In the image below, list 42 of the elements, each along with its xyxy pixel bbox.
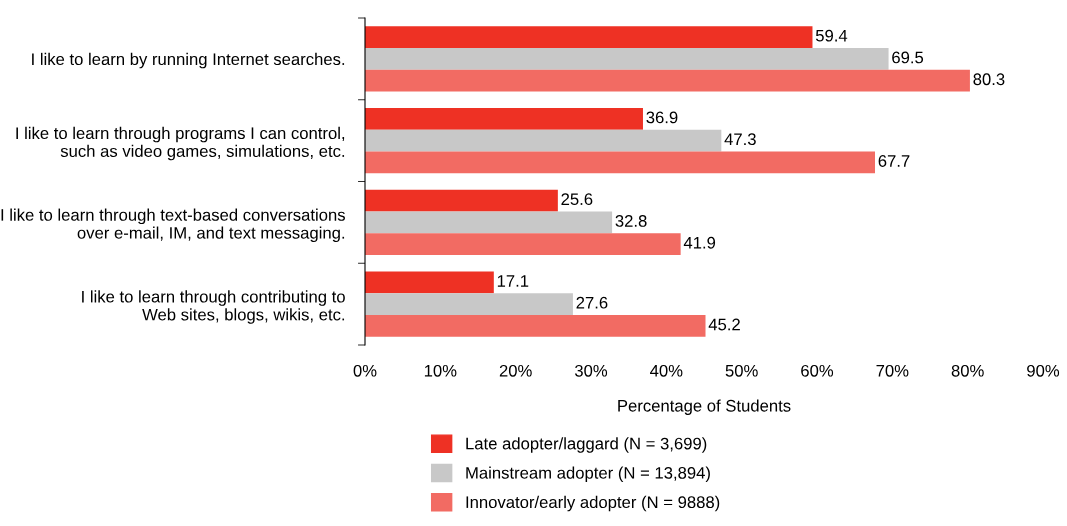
y-tick-label: I like to learn through contributing to Web sites, blogs, wikis, etc.: [82, 290, 345, 324]
x-tick-label: 70%: [876, 364, 909, 377]
data-label: 41.9: [683, 236, 716, 249]
bar: [365, 211, 613, 234]
data-label: 80.3: [973, 73, 1005, 86]
bar: [365, 26, 813, 48]
data-label: 47.3: [724, 133, 756, 146]
data-label: 69.5: [892, 51, 924, 64]
x-tick-label: 0%: [353, 364, 377, 377]
y-tick-label: I like to learn through text-based conversations over e-mail, IM, and text messaging.: [1, 208, 345, 243]
bar: [365, 129, 722, 152]
x-tick-label: 60%: [801, 364, 834, 377]
bar: [365, 293, 573, 316]
legend-label: Late adopter/laggard (N = 3,699): [466, 437, 707, 453]
x-tick-label: 20%: [499, 364, 532, 377]
y-tick-label: I like to learn through programs I can control, such as video games, simulations, etc.: [16, 126, 345, 161]
legend-label: Mainstream adopter (N = 13,894): [466, 466, 710, 483]
data-label: 25.6: [561, 193, 593, 206]
bar: [365, 271, 494, 294]
bar: [365, 47, 889, 70]
data-label: 32.8: [615, 215, 647, 227]
x-tick-label: 80%: [951, 364, 984, 377]
x-tick-label: 30%: [574, 364, 608, 377]
data-label: 17.1: [497, 275, 529, 287]
data-label: 27.6: [576, 296, 608, 309]
x-axis-title: Percentage of Students: [618, 399, 791, 415]
x-tick-label: 90%: [1027, 364, 1060, 377]
bar: [365, 69, 970, 92]
x-tick-label: 50%: [725, 364, 758, 377]
data-label: 59.4: [815, 29, 848, 42]
data-label: 45.2: [708, 318, 740, 331]
x-tick-label: 40%: [650, 364, 683, 377]
data-label: 67.7: [878, 155, 910, 167]
bar: [365, 107, 643, 130]
data-label: 36.9: [646, 111, 678, 124]
legend-label: Innovator/early adopter (N = 9888): [466, 495, 720, 512]
bar: [365, 233, 681, 256]
bar: [365, 151, 876, 174]
y-tick-label: I like to learn by running Internet searches.: [32, 52, 345, 69]
bar: [365, 315, 706, 337]
bar: [365, 189, 558, 212]
x-tick-label: 10%: [424, 364, 457, 377]
